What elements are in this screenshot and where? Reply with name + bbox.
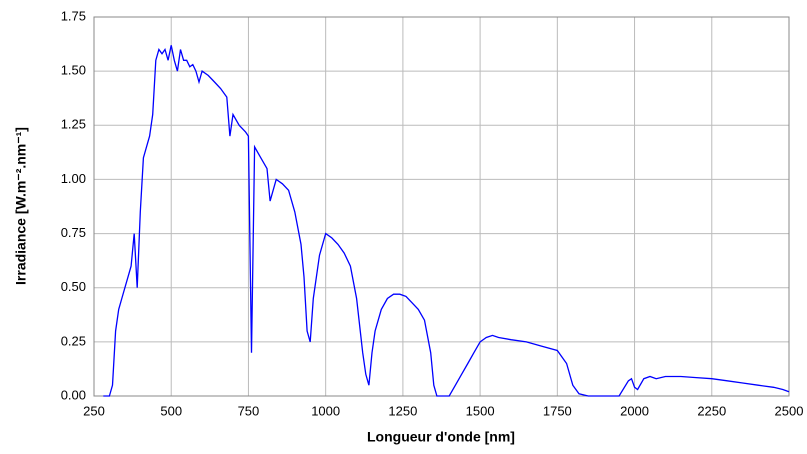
x-tick-label: 1000 — [311, 403, 340, 418]
y-tick-label: 0.00 — [61, 387, 86, 402]
x-tick-label: 1750 — [543, 403, 572, 418]
x-tick-label: 500 — [160, 403, 182, 418]
x-tick-label: 2500 — [775, 403, 804, 418]
y-tick-label: 1.50 — [61, 63, 86, 78]
y-tick-label: 0.75 — [61, 225, 86, 240]
x-tick-label: 750 — [238, 403, 260, 418]
y-tick-label: 0.50 — [61, 279, 86, 294]
x-tick-label: 250 — [83, 403, 105, 418]
plot-border — [93, 16, 790, 397]
x-tick-label: 1500 — [466, 403, 495, 418]
x-axis-title: Longueur d'onde [nm] — [367, 429, 515, 445]
x-tick-label: 2250 — [697, 403, 726, 418]
y-tick-label: 1.75 — [61, 8, 86, 23]
data-line — [103, 45, 790, 397]
y-tick-label: 1.00 — [61, 171, 86, 186]
x-tick-label: 2000 — [620, 403, 649, 418]
y-tick-label: 1.25 — [61, 117, 86, 132]
y-axis-title: Irradiance [W.m⁻².nm⁻¹] — [13, 127, 29, 285]
y-tick-label: 0.25 — [61, 333, 86, 348]
x-tick-label: 1250 — [388, 403, 417, 418]
